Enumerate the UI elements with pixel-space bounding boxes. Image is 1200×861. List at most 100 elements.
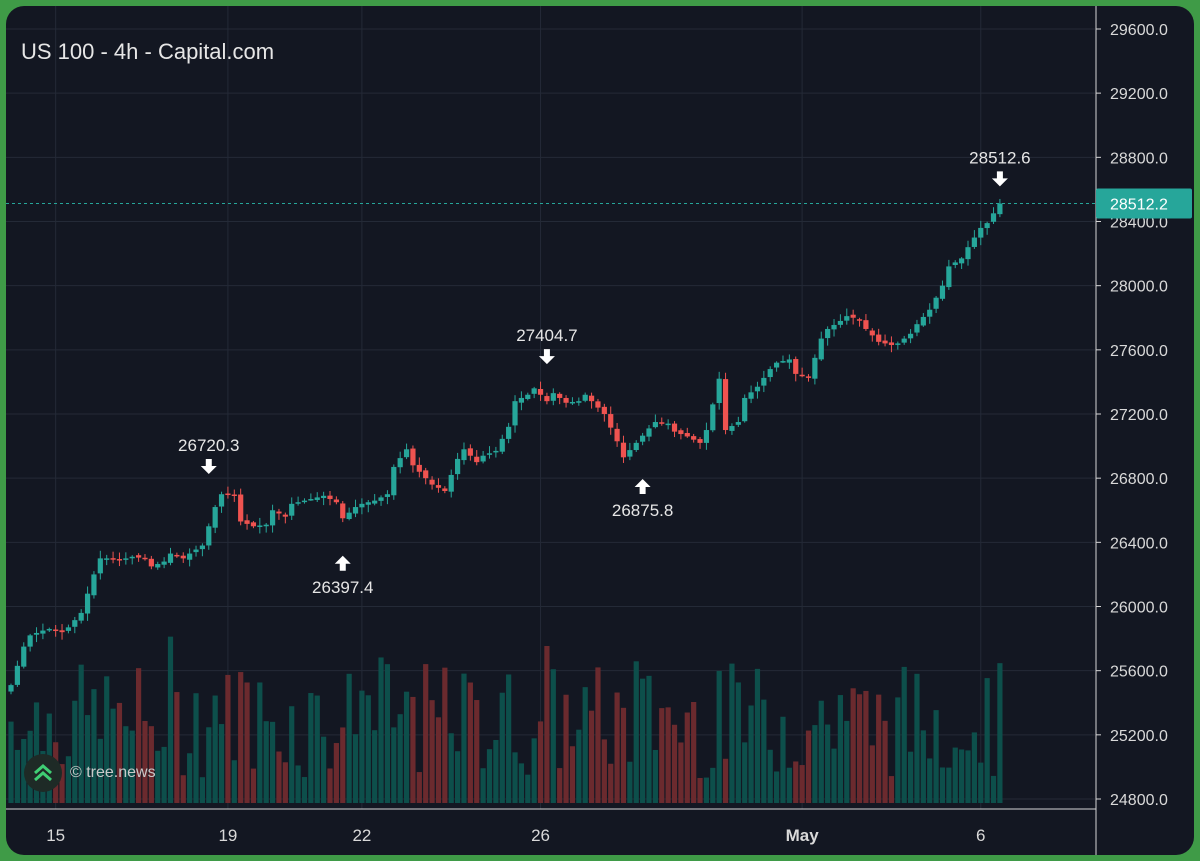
volume-bar — [174, 692, 180, 803]
volume-bar — [448, 733, 454, 803]
volume-bar — [767, 749, 773, 803]
volume-bar — [761, 699, 767, 803]
volume-bar — [620, 707, 627, 803]
volume-bar — [563, 694, 569, 803]
volume-bar — [869, 745, 875, 803]
volume-bar — [416, 772, 422, 803]
time-tick-label: 19 — [218, 826, 237, 845]
volume-bar — [59, 764, 65, 803]
arrow-up-icon — [334, 555, 351, 571]
candle-body — [174, 554, 180, 557]
candle-body — [206, 526, 212, 546]
candle-body — [671, 423, 678, 432]
volume-bar — [754, 668, 761, 803]
candle-body — [40, 630, 46, 634]
candle-body — [856, 319, 863, 321]
time-tick-label: May — [786, 826, 820, 845]
volume-bar — [167, 636, 174, 803]
annotation-label: 26720.3 — [178, 436, 239, 455]
volume-bar — [429, 700, 435, 803]
candlestick-chart[interactable]: 29600.0 29200.0 28800.0 28400.0 28000.0 27600… — [6, 6, 1194, 855]
volume-bar — [831, 748, 837, 803]
volume-bar — [582, 687, 588, 803]
candle-body — [33, 632, 40, 635]
volume-bar — [65, 756, 72, 803]
candle-body — [403, 449, 410, 458]
volume-bar — [333, 743, 339, 803]
candle-body — [435, 485, 442, 488]
candle-body — [882, 340, 888, 344]
volume-bar — [914, 673, 920, 803]
volume-bar — [346, 673, 352, 803]
candle-body — [965, 247, 971, 260]
candle-body — [46, 628, 52, 631]
candle-body — [461, 449, 467, 461]
candle-body — [640, 435, 646, 442]
volume-bar — [646, 675, 652, 803]
candle-body — [212, 507, 218, 528]
volume-bar — [544, 646, 550, 803]
volume-bar — [225, 674, 231, 803]
volume-bar — [136, 668, 142, 803]
price-tick-label: 27600.0 — [1110, 343, 1168, 360]
volume-bar — [155, 750, 161, 803]
candle-body — [939, 285, 946, 299]
candle-body — [282, 514, 288, 517]
volume-bar — [595, 667, 601, 803]
volume-bar — [997, 663, 1003, 803]
volume-bar — [359, 690, 365, 803]
volume-bar — [722, 758, 729, 803]
candle-body — [474, 456, 480, 463]
candle-body — [850, 314, 856, 318]
volume-bar — [410, 696, 416, 803]
volume-bar — [818, 700, 824, 803]
volume-bar — [710, 767, 716, 803]
candle-body — [231, 494, 237, 497]
candle-body — [869, 330, 875, 336]
candle-body — [244, 520, 250, 524]
candle-body — [53, 629, 59, 632]
candle-body — [812, 357, 818, 379]
volume-bar — [780, 716, 786, 803]
volume-bar — [104, 676, 110, 803]
volume-bar — [493, 739, 499, 803]
volume-bar — [659, 708, 665, 803]
volume-bar — [142, 720, 148, 803]
candle-body — [684, 432, 690, 437]
candle-body — [742, 397, 748, 422]
candle-body — [199, 545, 205, 550]
volume-bar — [365, 695, 371, 803]
candle-body — [352, 507, 359, 514]
candle-body — [486, 453, 493, 455]
volume-bar — [84, 715, 91, 803]
price-tick-label: 29600.0 — [1110, 22, 1168, 39]
volume-bar — [601, 739, 607, 803]
candle-body — [537, 389, 544, 395]
volume-bar — [876, 694, 882, 803]
volume-bar — [901, 666, 907, 803]
volume-bar — [946, 767, 952, 803]
candle-body — [346, 512, 352, 520]
volume-bar — [161, 746, 167, 803]
volume-bar — [187, 753, 193, 803]
watermark-text: © tree.news — [70, 764, 156, 781]
candle-body — [844, 316, 850, 321]
volume-bar — [895, 697, 901, 803]
volume-bar — [129, 730, 135, 803]
volume-bar — [965, 750, 971, 803]
candle-body — [104, 558, 110, 560]
price-tick-label: 26400.0 — [1110, 535, 1168, 552]
candle-body — [984, 223, 990, 229]
volume-bar — [455, 751, 461, 803]
candle-body — [927, 309, 933, 317]
candle-body — [805, 376, 812, 378]
candle-body — [946, 266, 952, 288]
candle-body — [480, 455, 486, 462]
candle-body — [959, 258, 965, 264]
volume-bar — [378, 657, 384, 803]
candle-body — [544, 396, 550, 402]
candle-body — [601, 406, 607, 414]
volume-bar — [263, 721, 269, 803]
candle-body — [876, 334, 882, 342]
price-tick-label: 25600.0 — [1110, 664, 1168, 681]
